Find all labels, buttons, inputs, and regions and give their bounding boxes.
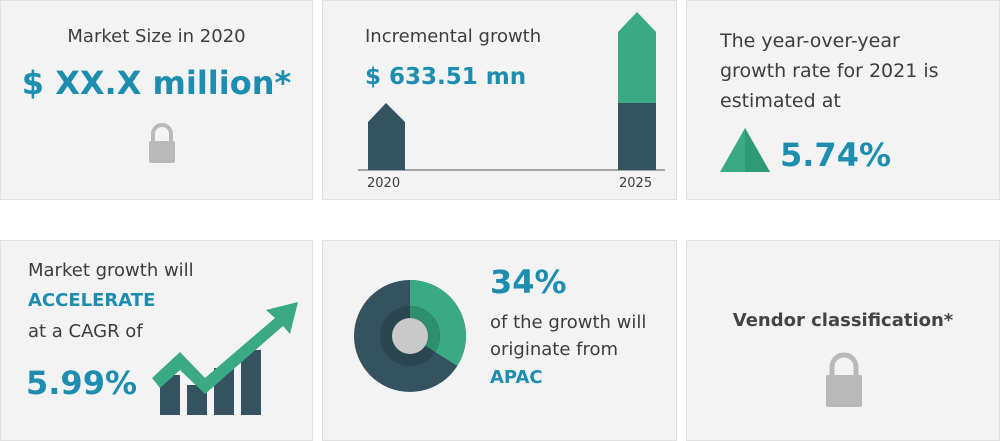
- donut-share-inner: [410, 306, 440, 353]
- card-title: Market Size in 2020: [67, 26, 246, 47]
- share-label: 34%: [490, 263, 567, 301]
- card-title: Incremental growth: [365, 26, 542, 47]
- card-value: 5.99%: [26, 364, 138, 402]
- donut: [354, 280, 466, 392]
- donut-share: [410, 280, 466, 367]
- region: APAC: [490, 367, 543, 388]
- up-triangle-shade: [745, 128, 770, 172]
- bar-2025-base: [618, 103, 656, 170]
- card-text: at a CAGR of: [28, 321, 143, 342]
- card-value: 5.74%: [780, 136, 892, 174]
- bar-2020: [368, 103, 405, 170]
- card-text: Market growth will: [28, 260, 194, 281]
- donut-hole: [392, 318, 428, 354]
- bar-label: 2025: [619, 176, 653, 191]
- lock-icon: [149, 123, 175, 163]
- bar-label: 2020: [367, 176, 401, 191]
- card: [0, 0, 313, 200]
- card-title: Vendor classification*: [732, 310, 954, 331]
- bar-2025-increment: [618, 12, 656, 103]
- card-value: $ XX.X million*: [21, 64, 292, 102]
- card-text: ACCELERATE: [28, 290, 156, 311]
- card-text: originate from: [490, 339, 619, 360]
- card-value: $ 633.51 mn: [365, 64, 527, 90]
- growth-icon: [152, 302, 298, 415]
- card-text: of the growth will: [490, 312, 647, 333]
- card: [686, 240, 1000, 441]
- card-title: The year-over-year growth rate for 2021 …: [720, 30, 939, 112]
- lock-icon: [826, 352, 862, 407]
